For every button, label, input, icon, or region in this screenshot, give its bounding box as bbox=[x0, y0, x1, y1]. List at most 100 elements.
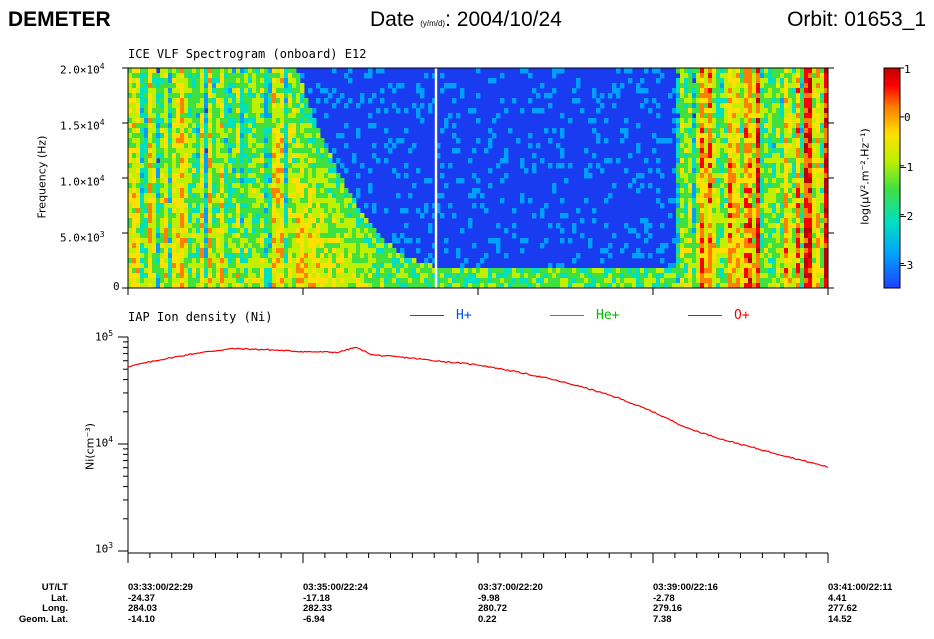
spectrogram-cell bbox=[232, 208, 237, 214]
spectrogram-cell bbox=[240, 93, 245, 99]
spectrogram-cell bbox=[284, 198, 289, 204]
spectrogram-cell bbox=[172, 248, 177, 254]
spectrogram-cell bbox=[168, 178, 173, 184]
spectrogram-cell bbox=[280, 283, 285, 289]
spectrogram-cell bbox=[316, 193, 321, 199]
spectrogram-cell bbox=[792, 153, 797, 159]
spectrogram-cell bbox=[676, 238, 681, 244]
spectrogram-cell bbox=[212, 103, 217, 109]
spectrogram-cell bbox=[720, 188, 725, 194]
spectrogram-cell bbox=[220, 148, 225, 154]
spectrogram-cell bbox=[748, 158, 753, 164]
spectrogram-cell bbox=[672, 168, 677, 174]
spectrogram-cell bbox=[252, 168, 257, 174]
spectrogram-cell bbox=[812, 193, 817, 199]
spectrogram-cell bbox=[436, 268, 441, 274]
spectrogram-cell bbox=[764, 188, 769, 194]
spectrogram-cell bbox=[200, 278, 205, 284]
spectrogram-cell bbox=[264, 208, 269, 214]
spectrogram-cell bbox=[332, 103, 337, 109]
spectrogram-cell bbox=[260, 173, 265, 179]
spectrogram-cell bbox=[756, 148, 761, 154]
spectrogram-cell bbox=[824, 208, 829, 214]
spectrogram-cell bbox=[192, 258, 197, 264]
spectrogram-cell bbox=[816, 163, 821, 169]
spectrogram-cell bbox=[788, 133, 793, 139]
spectrogram-cell bbox=[264, 213, 269, 219]
spectrogram-cell bbox=[200, 228, 205, 234]
spectrogram-cell bbox=[600, 278, 605, 284]
spectrogram-cell bbox=[636, 278, 641, 284]
spectrogram-cell bbox=[156, 173, 161, 179]
spectrogram-cell bbox=[340, 253, 345, 259]
spectrogram-cell bbox=[292, 253, 297, 259]
spectrogram-cell bbox=[812, 268, 817, 274]
spectrogram-cell bbox=[652, 148, 657, 154]
spectrogram-cell bbox=[556, 163, 561, 169]
spectrogram-cell bbox=[684, 68, 689, 74]
spectrogram-cell bbox=[280, 168, 285, 174]
spectrogram-cell bbox=[236, 278, 241, 284]
spectrogram-cell bbox=[748, 113, 753, 119]
spectrogram-cell bbox=[200, 268, 205, 274]
spectrogram-cell bbox=[328, 183, 333, 189]
spectrogram-cell bbox=[300, 243, 305, 249]
spectrogram-cell bbox=[804, 148, 809, 154]
spectrogram-cell bbox=[676, 133, 681, 139]
spectrogram-cell bbox=[232, 108, 237, 114]
spectrogram-cell bbox=[712, 78, 717, 84]
spectrogram-cell bbox=[256, 113, 261, 119]
spectrogram-cell bbox=[724, 223, 729, 229]
spectrogram-cell bbox=[336, 178, 341, 184]
spectrogram-cell bbox=[188, 273, 193, 279]
spectrogram-cell bbox=[648, 253, 653, 259]
spectrogram-cell bbox=[144, 93, 149, 99]
spectrogram-cell bbox=[148, 208, 153, 214]
spectrogram-cell bbox=[292, 173, 297, 179]
spectrogram-cell bbox=[260, 118, 265, 124]
spectrogram-cell bbox=[724, 68, 729, 74]
spectrogram-cell bbox=[200, 113, 205, 119]
spectrogram-cell bbox=[216, 93, 221, 99]
spectrogram-cell bbox=[732, 268, 737, 274]
spectrogram-cell bbox=[780, 188, 785, 194]
spectrogram-cell bbox=[596, 98, 601, 104]
spectrogram-cell bbox=[668, 278, 673, 284]
spectrogram-cell bbox=[152, 233, 157, 239]
spectrogram-cell bbox=[788, 83, 793, 89]
spectrogram-cell bbox=[232, 228, 237, 234]
spectrogram-cell bbox=[576, 278, 581, 284]
spectrogram-cell bbox=[624, 133, 629, 139]
spectrogram-cell bbox=[820, 263, 825, 269]
spectrogram-cell bbox=[264, 203, 269, 209]
spectrogram-cell bbox=[344, 273, 349, 279]
spectrogram-cell bbox=[344, 228, 349, 234]
spectrogram-cell bbox=[676, 163, 681, 169]
spectrogram-cell bbox=[316, 278, 321, 284]
spectrogram-cell bbox=[688, 283, 693, 289]
spectrogram-cell bbox=[268, 128, 273, 134]
spectrogram-cell bbox=[736, 208, 741, 214]
spectrogram-cell bbox=[572, 98, 577, 104]
spectrogram-cell bbox=[728, 268, 733, 274]
spectrogram-cell bbox=[808, 123, 813, 129]
spectrogram-cell bbox=[280, 173, 285, 179]
spectrogram-cell bbox=[312, 158, 317, 164]
spectrogram-cell bbox=[708, 153, 713, 159]
spectrogram-cell bbox=[156, 258, 161, 264]
spectrogram-cell bbox=[136, 143, 141, 149]
spectrogram-cell bbox=[236, 113, 241, 119]
spectrogram-cell bbox=[244, 93, 249, 99]
spectrogram-cell bbox=[728, 143, 733, 149]
spectrogram-cell bbox=[768, 113, 773, 119]
spectrogram-cell bbox=[784, 138, 789, 144]
spectrogram-cell bbox=[772, 98, 777, 104]
spectrogram-cell bbox=[208, 93, 213, 99]
spectrogram-cell bbox=[476, 268, 481, 274]
spectrogram-cell bbox=[752, 88, 757, 94]
spectrogram-cell bbox=[600, 273, 605, 279]
spectrogram-cell bbox=[820, 113, 825, 119]
spectrogram-cell bbox=[300, 178, 305, 184]
spectrogram-cell bbox=[444, 273, 449, 279]
spectrogram-cell bbox=[168, 243, 173, 249]
